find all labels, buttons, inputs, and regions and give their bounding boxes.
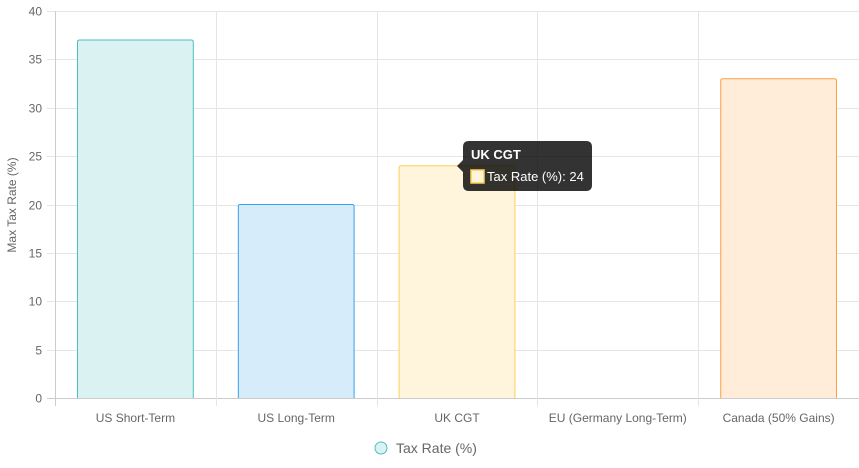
tooltip-title: UK CGT (471, 147, 521, 162)
tooltip: UK CGT Tax Rate (%): 24 (457, 141, 592, 191)
y-tick-label: 0 (35, 392, 42, 406)
bar-1 (237, 204, 355, 398)
tooltip-swatch (470, 169, 485, 184)
bars (77, 39, 837, 398)
x-tick-label: US Short-Term (96, 411, 175, 425)
y-axis-ticks: 0 5 10 15 20 25 30 35 40 (29, 5, 43, 406)
y-axis-label: Max Tax Rate (%) (5, 157, 19, 252)
y-tick-label: 40 (29, 5, 43, 19)
bar-0 (77, 39, 194, 398)
y-tick-label: 20 (29, 199, 43, 213)
legend-label[interactable]: Tax Rate (%) (396, 440, 477, 456)
x-tick-label: UK CGT (434, 411, 480, 425)
tooltip-box (457, 141, 592, 191)
x-axis-ticks: US Short-Term US Long-Term UK CGT EU (Germa… (96, 411, 835, 425)
bar-4 (720, 78, 837, 398)
y-tick-label: 5 (35, 344, 42, 358)
legend-swatch (374, 441, 388, 455)
y-tick-label: 30 (29, 102, 43, 116)
x-tick-label: Canada (50% Gains) (723, 411, 835, 425)
y-tick-label: 15 (29, 247, 43, 261)
tooltip-body: Tax Rate (%): 24 (487, 169, 584, 184)
y-tick-label: 10 (29, 295, 43, 309)
bar-2 (398, 165, 516, 398)
legend[interactable]: Tax Rate (%) (374, 440, 477, 456)
y-tick-label: 25 (29, 150, 43, 164)
x-tick-label: EU (Germany Long-Term) (549, 411, 687, 425)
x-tick-label: US Long-Term (258, 411, 335, 425)
y-tick-label: 35 (29, 53, 43, 67)
